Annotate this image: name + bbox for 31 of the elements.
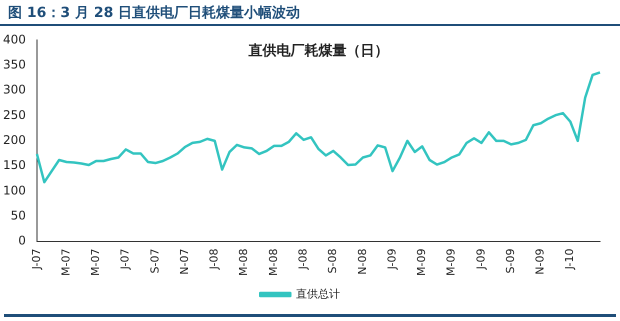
- x-tick-label: N-09: [534, 248, 547, 275]
- chart-title: 图 16：3 月 28 日直供电厂日耗煤量小幅波动: [0, 0, 620, 26]
- x-tick-label: S-09: [504, 248, 517, 274]
- y-tick-label: 350: [3, 57, 26, 72]
- x-tick-label: J-10: [563, 248, 576, 270]
- y-tick-label: 150: [3, 158, 26, 172]
- x-tick-label: M-09: [444, 248, 458, 276]
- x-tick-label: M-07: [59, 248, 72, 276]
- x-tick-label: S-07: [148, 248, 162, 274]
- chart-subtitle: 直供电厂耗煤量（日）: [247, 42, 388, 59]
- x-tick-label: M-07: [89, 248, 102, 276]
- x-tick-label: J-09: [385, 248, 398, 270]
- x-tick-label: M-09: [415, 248, 428, 276]
- x-tick-label: J-09: [474, 248, 488, 270]
- x-tick-label: N-08: [356, 248, 369, 275]
- x-tick-label: J-08: [296, 248, 310, 270]
- x-tick-label: M-08: [237, 248, 250, 276]
- y-tick-label: 400: [3, 32, 26, 46]
- x-tick-label: J-07: [118, 248, 132, 270]
- x-tick-label: J-08: [208, 248, 221, 270]
- y-tick-label: 100: [3, 183, 26, 198]
- legend-label: 直供总计: [296, 287, 340, 300]
- y-tick-label: 250: [3, 108, 26, 122]
- y-tick-label: 0: [18, 234, 26, 248]
- x-tick-label: J-07: [30, 248, 43, 270]
- x-tick-label: M-08: [266, 248, 280, 276]
- y-tick-label: 300: [3, 82, 26, 97]
- x-tick-label: N-07: [178, 248, 191, 275]
- x-tick-label: S-08: [326, 248, 340, 274]
- y-tick-label: 50: [10, 208, 26, 222]
- y-tick-label: 200: [3, 132, 26, 147]
